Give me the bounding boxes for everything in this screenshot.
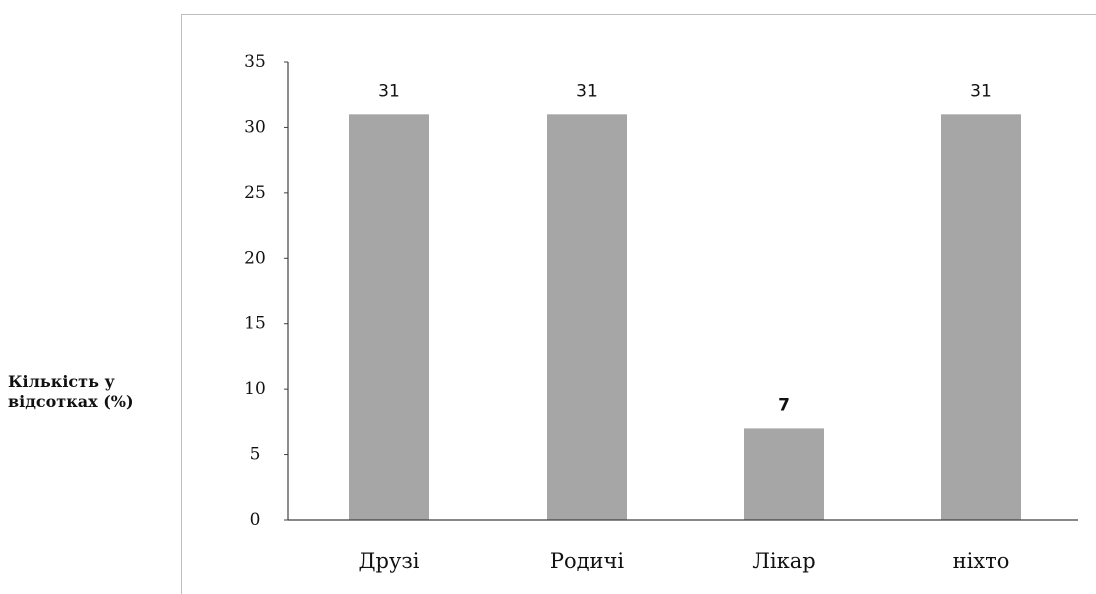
y-axis-title-line-2: відсотках (%)	[8, 392, 134, 411]
y-axis-title-line-1: Кількість у	[8, 372, 115, 391]
bar	[349, 114, 429, 520]
y-tick-label: 0	[250, 510, 261, 530]
data-label: 7	[778, 395, 790, 415]
category-label: Родичі	[550, 549, 625, 573]
data-label: 31	[378, 81, 400, 101]
category-label: ніхто	[953, 549, 1010, 573]
bar	[941, 114, 1021, 520]
chart-frame	[181, 14, 1096, 594]
y-tick-label: 25	[244, 183, 266, 203]
bars	[349, 114, 1021, 520]
y-tick-label: 35	[244, 52, 266, 72]
y-axis-title: Кількість у відсотках (%)	[8, 372, 180, 412]
y-tick-label: 30	[244, 117, 266, 137]
y-tick-label: 10	[244, 379, 266, 399]
data-label: 31	[970, 81, 992, 101]
data-labels: 31 31 7 31	[378, 81, 992, 415]
category-label: Друзі	[358, 549, 419, 573]
y-axis-ticks: 0 5 10 15 20 25 30 35	[244, 52, 288, 530]
data-label: 31	[576, 81, 598, 101]
category-labels: Друзі Родичі Лікар ніхто	[358, 549, 1009, 573]
category-label: Лікар	[752, 549, 815, 573]
axes	[287, 62, 1078, 521]
y-tick-label: 20	[244, 248, 266, 268]
bar	[744, 428, 824, 520]
y-tick-label: 15	[244, 314, 266, 334]
bar	[547, 114, 627, 520]
y-tick-label: 5	[250, 445, 261, 465]
